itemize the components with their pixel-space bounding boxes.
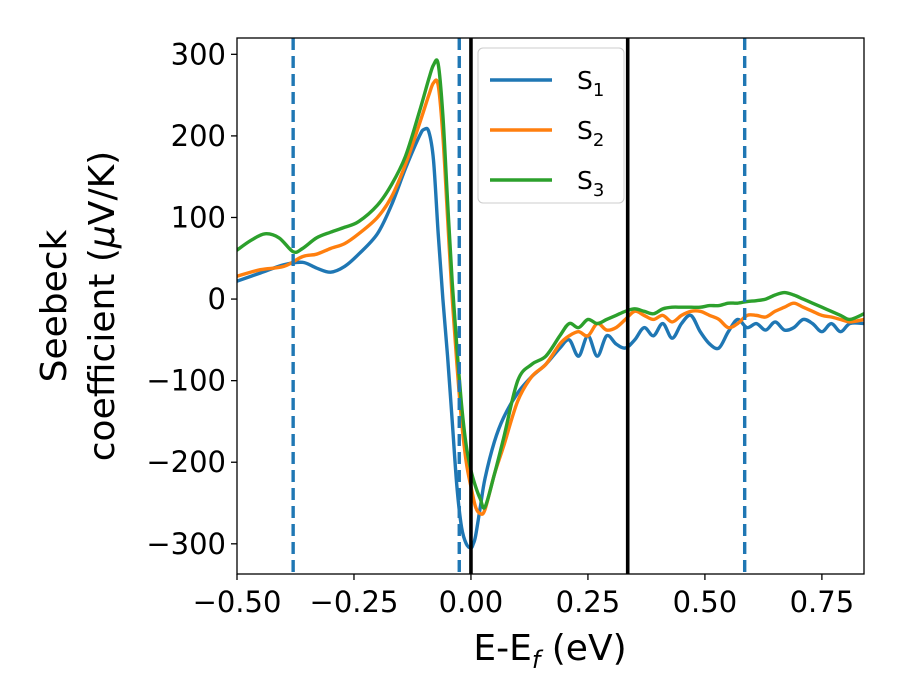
y-tick-label: 0	[208, 282, 226, 316]
y-tick-label: 300	[171, 37, 226, 71]
series-line-s2	[237, 78, 864, 516]
x-tick-label: 0.50	[673, 585, 738, 619]
x-tick-label: 0.25	[556, 585, 621, 619]
y-axis-label: Seebeck coefficient (μV/K)	[34, 151, 123, 461]
y-tick-label: 200	[171, 119, 226, 153]
x-axis-label: E-Ef (eV)	[473, 628, 626, 674]
series-line-s1	[237, 126, 864, 550]
plot-area	[237, 38, 864, 574]
legend-label-s1: S1	[577, 66, 604, 101]
axes-frame	[236, 37, 865, 575]
legend-label-s3: S3	[577, 166, 604, 201]
y-tick-label: 100	[171, 200, 226, 234]
y-axis-label-line1: Seebeck	[34, 229, 75, 382]
y-axis-label-line2: coefficient (μV/K)	[82, 151, 123, 461]
y-tick-label: −100	[146, 364, 226, 398]
x-tick-label: −0.50	[193, 585, 282, 619]
legend-label-s2: S2	[577, 116, 604, 151]
y-tick-label: −300	[146, 527, 226, 561]
legend-box	[477, 47, 625, 204]
series-line-s3	[237, 58, 864, 510]
tick-layer: −0.50 −0.25 0.00 0.25 0.50 0.75 300 200 100 0 −100…	[146, 37, 854, 619]
y-tick-label: −200	[146, 445, 226, 479]
legend: S1 S2 S3	[477, 47, 625, 204]
x-tick-label: 0.00	[439, 585, 504, 619]
x-tick-label: −0.25	[310, 585, 399, 619]
x-tick-label: 0.75	[790, 585, 855, 619]
